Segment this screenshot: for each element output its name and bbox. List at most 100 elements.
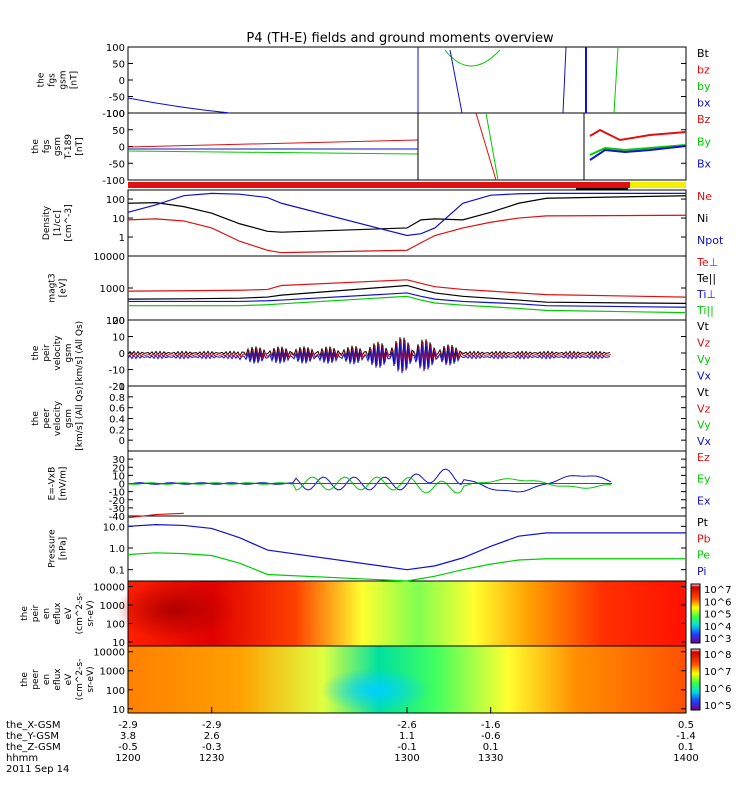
ytick-label: -30 (109, 504, 125, 515)
panel-ylabel: [1/cc] (53, 210, 63, 236)
xtick-label: -2.6 (397, 720, 417, 731)
ytick-label: -100 (102, 109, 125, 120)
panel-ylabel: gsm (64, 409, 74, 428)
temp-tipar-trace (128, 295, 687, 314)
vi-vx-trace (127, 341, 611, 374)
legend-entry: Ex (697, 494, 711, 507)
ytick-label: -50 (109, 93, 125, 104)
fgs-spike (562, 46, 567, 114)
ytick-label: 100 (106, 316, 125, 327)
ytick-label: 10.0 (103, 522, 125, 533)
ytick-label: 1 (119, 382, 125, 393)
ytick-label: -10 (109, 488, 125, 499)
xtick-label: -0.5 (118, 742, 138, 753)
panel-ylabel: eV (64, 673, 74, 686)
fgl-bx-trace (589, 145, 687, 161)
panel-ylabel: peir (42, 344, 52, 362)
ytick-label: 30 (112, 455, 125, 466)
date-label: 2011 Sep 14 (6, 764, 69, 775)
colorbar-label: 10^7 (704, 667, 731, 678)
panel-frame-fgl (127, 112, 687, 181)
xtick-label: 1300 (394, 753, 419, 764)
colorbar-label: 10^6 (704, 597, 731, 608)
panel-ylabel: the (20, 606, 30, 621)
vi-vz-trace (128, 339, 612, 372)
xtick-label: 2.6 (204, 731, 220, 742)
panel-ylabel: the (37, 72, 47, 87)
xtick-label: -0.6 (481, 731, 501, 742)
ytick-label: 50 (112, 60, 125, 71)
ytick-label: 0 (119, 436, 125, 447)
ytick-label: 10000 (93, 648, 125, 659)
colorbar-label: 10^7 (704, 585, 731, 596)
colorbar (690, 583, 701, 644)
legend-entry: Vx (697, 370, 712, 383)
xtick-label: 1.1 (399, 731, 415, 742)
legend-entry: Pi (697, 565, 706, 578)
colorbar-label: 10^5 (704, 610, 731, 621)
legend-entry: Vz (697, 402, 711, 415)
panel-ylabel: Density (42, 205, 52, 240)
panel-ylabel: peer (42, 408, 52, 429)
ytick-label: 0 (119, 143, 125, 154)
panel-ylabel: [nPa] (59, 537, 69, 560)
legend-entry: By (697, 135, 712, 148)
xtick-label: 1230 (199, 753, 224, 764)
fgl-bz-trace (475, 112, 497, 181)
quality-bar-yellow (630, 182, 686, 188)
panel-ylabel: Pressure (48, 529, 58, 568)
ytick-label: 100 (106, 195, 125, 206)
fgs-bx-trace (127, 97, 231, 114)
pressure-pi-trace (127, 524, 686, 571)
ytick-label: 10000 (93, 583, 125, 594)
ytick-label: 1000 (100, 284, 125, 295)
fgl-by-trace (589, 144, 687, 156)
ytick-label: 0 (119, 349, 125, 360)
panel-ylabel: fgs (42, 139, 52, 153)
legend-entry: Vt (697, 320, 710, 333)
ytick-label: 100 (106, 43, 125, 54)
xtick-label: 0.1 (678, 742, 694, 753)
ytick-label: 50 (112, 126, 125, 137)
legend-entry: Ni (697, 212, 708, 225)
colorbar-label: 10^6 (704, 684, 731, 695)
legend-entry: bz (697, 64, 710, 77)
quality-bar-red (128, 182, 630, 188)
xaxis-row-label: the_X-GSM (6, 720, 60, 731)
ytick-label: -20 (109, 496, 125, 507)
fgs-spike (613, 46, 619, 114)
panel-ylabel: velocity (53, 400, 63, 436)
panel-ylabel: en (42, 674, 52, 685)
panel-frame-ve (127, 385, 687, 452)
ytick-label: 100 (106, 686, 125, 697)
panel-ylabel: peer (31, 669, 41, 690)
fgl-by-trace (485, 112, 499, 181)
xtick-label: 0.5 (678, 720, 694, 731)
panel-ylabel: [eV] (59, 279, 69, 298)
ytick-label: 0.6 (109, 404, 125, 415)
xaxis-row-label: the_Y-GSM (6, 731, 59, 742)
fgs-by-trace (444, 49, 501, 67)
legend-entry: Vx (697, 435, 712, 448)
panel-ylabel: the (31, 345, 41, 360)
legend-entry: Vt (697, 386, 710, 399)
spectrogram-peer-core (320, 668, 430, 712)
panel-ylabel: the (31, 139, 41, 154)
legend-entry: Ti|| (696, 304, 714, 317)
ytick-label: 10000 (93, 252, 125, 263)
ytick-label: 0 (119, 76, 125, 87)
vi-vt-trace (127, 337, 611, 370)
panel-frame-density (127, 189, 687, 257)
xtick-label: 0.1 (483, 742, 499, 753)
ytick-label: 0.8 (109, 393, 125, 404)
temp-tiperp-trace (128, 292, 687, 308)
ytick-label: 10 (112, 638, 125, 649)
legend-entry: Ti⊥ (696, 288, 716, 301)
panel-ylabel: eflux (53, 668, 63, 691)
xaxis-row-label: hhmm (6, 753, 38, 764)
ytick-label: 0.2 (109, 425, 125, 436)
legend-entry: Te⊥ (696, 256, 718, 269)
panel-ylabel: gsm (64, 343, 74, 362)
legend-entry: Pb (697, 532, 711, 545)
exb-ey-trace (127, 476, 612, 494)
